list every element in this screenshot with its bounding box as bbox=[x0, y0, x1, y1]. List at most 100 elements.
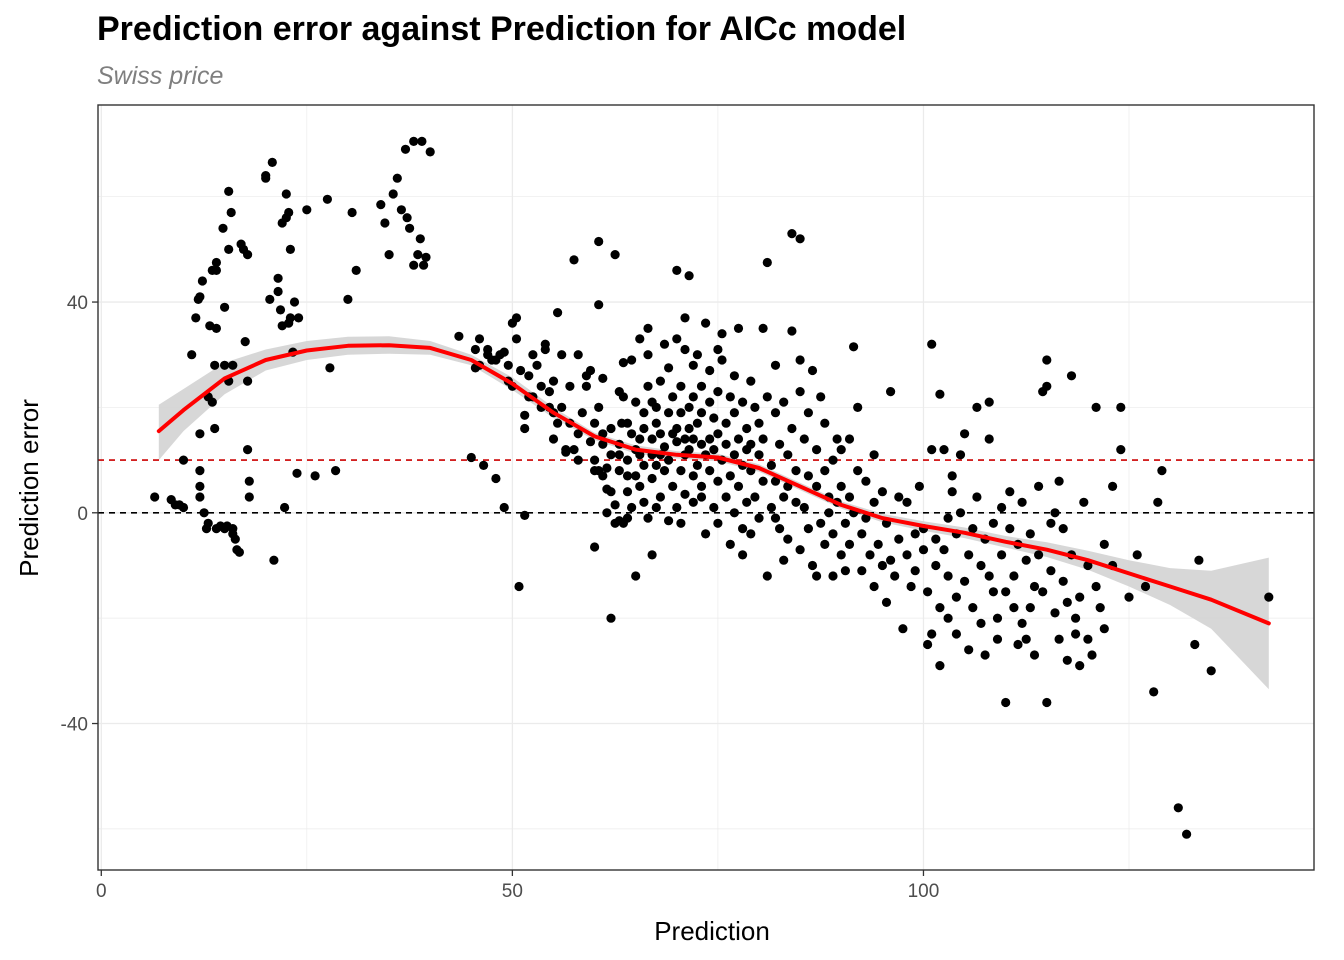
data-point bbox=[857, 566, 867, 576]
data-point bbox=[877, 560, 888, 571]
data-point bbox=[701, 318, 711, 328]
data-point bbox=[273, 273, 283, 283]
data-point bbox=[565, 381, 575, 391]
data-point bbox=[692, 350, 703, 360]
data-point bbox=[647, 550, 657, 560]
data-point bbox=[1005, 487, 1015, 497]
data-point bbox=[1116, 445, 1126, 455]
data-point bbox=[688, 471, 698, 481]
data-point bbox=[419, 260, 429, 270]
data-point bbox=[622, 487, 633, 497]
data-point bbox=[836, 481, 846, 491]
data-point bbox=[873, 539, 883, 550]
data-point bbox=[1021, 555, 1031, 565]
data-point bbox=[754, 450, 764, 460]
data-point bbox=[803, 408, 814, 418]
data-point bbox=[220, 360, 230, 370]
data-point bbox=[935, 389, 945, 399]
data-point bbox=[244, 476, 254, 486]
data-point bbox=[561, 447, 571, 457]
data-point bbox=[849, 342, 859, 352]
plot-border bbox=[97, 104, 1315, 871]
data-point bbox=[639, 497, 649, 507]
data-point bbox=[197, 276, 207, 286]
data-point bbox=[454, 331, 464, 341]
data-point bbox=[1071, 629, 1081, 639]
data-point bbox=[931, 534, 941, 544]
data-point bbox=[701, 529, 711, 539]
data-point bbox=[659, 442, 670, 452]
hline-layer bbox=[98, 459, 1314, 514]
data-point bbox=[627, 429, 637, 439]
data-point bbox=[1173, 803, 1183, 813]
data-point bbox=[1062, 597, 1072, 608]
data-point bbox=[230, 534, 240, 544]
data-point bbox=[1091, 581, 1101, 592]
data-point bbox=[762, 571, 772, 581]
data-point bbox=[1054, 634, 1064, 644]
data-point bbox=[647, 434, 657, 444]
data-point bbox=[1038, 587, 1048, 597]
data-point bbox=[758, 323, 768, 333]
data-point bbox=[955, 450, 966, 460]
data-point bbox=[655, 492, 666, 502]
data-point bbox=[1083, 634, 1093, 644]
data-point bbox=[536, 381, 546, 391]
data-point bbox=[680, 489, 690, 499]
data-point bbox=[939, 545, 949, 555]
data-point bbox=[269, 555, 279, 565]
data-point bbox=[1021, 634, 1031, 644]
data-point bbox=[816, 392, 826, 402]
data-point bbox=[713, 429, 723, 439]
data-point bbox=[520, 410, 530, 420]
data-point bbox=[972, 402, 982, 412]
data-point bbox=[294, 313, 304, 323]
data-point bbox=[676, 466, 686, 476]
data-point bbox=[680, 434, 690, 444]
data-point bbox=[1087, 650, 1097, 660]
data-point bbox=[187, 350, 197, 360]
data-point bbox=[881, 597, 892, 608]
data-point bbox=[618, 392, 629, 402]
data-point bbox=[964, 645, 974, 655]
data-point bbox=[770, 408, 781, 418]
data-point bbox=[516, 365, 526, 376]
data-point bbox=[631, 471, 641, 481]
data-point bbox=[853, 466, 863, 476]
data-point bbox=[927, 339, 937, 349]
data-point bbox=[614, 450, 624, 460]
data-point bbox=[943, 613, 953, 623]
data-point bbox=[150, 492, 160, 502]
data-point bbox=[709, 502, 719, 513]
data-point bbox=[992, 634, 1003, 644]
data-point bbox=[738, 550, 748, 560]
data-point bbox=[886, 387, 896, 397]
data-point bbox=[910, 529, 920, 539]
data-point bbox=[421, 252, 431, 262]
data-point bbox=[692, 460, 703, 470]
data-point bbox=[832, 434, 842, 444]
data-point bbox=[709, 445, 719, 455]
data-point bbox=[1054, 476, 1064, 486]
data-point bbox=[717, 329, 727, 339]
data-point bbox=[622, 418, 633, 428]
data-point bbox=[696, 439, 707, 449]
data-point bbox=[972, 492, 982, 502]
data-point bbox=[343, 294, 353, 304]
data-point bbox=[857, 529, 867, 539]
data-point bbox=[668, 392, 678, 402]
data-point bbox=[984, 397, 994, 407]
chart-subtitle: Swiss price bbox=[97, 62, 224, 90]
data-point bbox=[1066, 371, 1077, 381]
data-point bbox=[713, 344, 723, 355]
data-point bbox=[775, 524, 785, 534]
data-point bbox=[639, 460, 649, 470]
data-point bbox=[211, 257, 221, 268]
data-point bbox=[631, 571, 641, 581]
data-point bbox=[243, 376, 253, 386]
data-point bbox=[310, 471, 320, 481]
data-point bbox=[684, 423, 694, 434]
data-point bbox=[988, 587, 999, 597]
y-tick-label: -40 bbox=[61, 715, 88, 736]
data-point bbox=[935, 661, 945, 671]
